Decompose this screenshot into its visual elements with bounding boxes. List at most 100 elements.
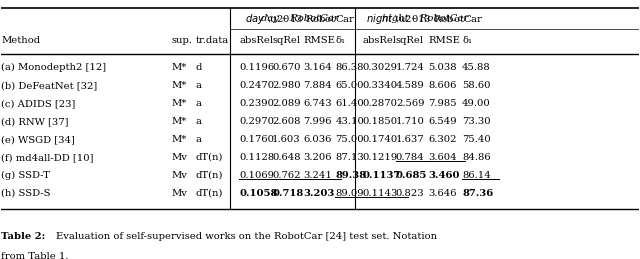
Text: d: d <box>196 63 202 72</box>
Text: 0.1058: 0.1058 <box>239 189 278 198</box>
Text: M*: M* <box>172 81 187 90</box>
Text: 0.670: 0.670 <box>272 63 301 72</box>
Text: 0.823: 0.823 <box>396 189 424 198</box>
Text: M*: M* <box>172 99 187 108</box>
Text: 0.1740: 0.1740 <box>363 135 398 144</box>
Text: Evaluation of self-supervised works on the RobotCar [24] test set. Notation: Evaluation of self-supervised works on t… <box>56 232 436 241</box>
Text: 0.3029: 0.3029 <box>363 63 397 72</box>
Text: 3.203: 3.203 <box>303 189 335 198</box>
Text: 3.164: 3.164 <box>303 63 332 72</box>
Text: 0.1069: 0.1069 <box>239 171 274 180</box>
Text: dT(n): dT(n) <box>196 153 223 162</box>
Text: 0.1137: 0.1137 <box>363 171 401 180</box>
Text: 1.603: 1.603 <box>272 135 301 144</box>
Text: Method: Method <box>1 37 40 46</box>
Text: a: a <box>196 99 202 108</box>
Text: 0.2870: 0.2870 <box>363 99 397 108</box>
Text: 2.980: 2.980 <box>272 81 301 90</box>
Text: RMSE: RMSE <box>428 37 460 46</box>
Text: 58.60: 58.60 <box>462 81 491 90</box>
Text: (b) DeFeatNet [32]: (b) DeFeatNet [32] <box>1 81 98 90</box>
Text: Mv: Mv <box>172 171 188 180</box>
Text: M*: M* <box>172 135 187 144</box>
Text: 0.2970: 0.2970 <box>239 117 274 126</box>
Text: tr.data: tr.data <box>196 37 229 46</box>
Text: absRel: absRel <box>239 37 273 46</box>
Text: a: a <box>196 135 202 144</box>
Text: δ₁: δ₁ <box>335 37 346 46</box>
Text: 0.3340: 0.3340 <box>363 81 398 90</box>
Text: M*: M* <box>172 63 187 72</box>
Text: 61.40: 61.40 <box>335 99 364 108</box>
Text: 8.606: 8.606 <box>428 81 457 90</box>
Text: dT(n): dT(n) <box>196 189 223 198</box>
Text: 87.13: 87.13 <box>335 153 364 162</box>
Text: 86.14: 86.14 <box>462 171 491 180</box>
Text: M*: M* <box>172 117 187 126</box>
Text: 0.648: 0.648 <box>272 153 301 162</box>
Text: 3.460: 3.460 <box>428 171 460 180</box>
Text: (d) RNW [37]: (d) RNW [37] <box>1 117 69 126</box>
Text: 2.569: 2.569 <box>396 99 424 108</box>
Text: 0.1143: 0.1143 <box>363 189 398 198</box>
Text: (f) md4all-DD [10]: (f) md4all-DD [10] <box>1 153 94 162</box>
Text: 0.762: 0.762 <box>272 171 301 180</box>
Text: absRel: absRel <box>363 37 397 46</box>
Text: $\it{night}$ \u2013 RobotCar: $\it{night}$ \u2013 RobotCar <box>366 12 484 26</box>
Text: 86.38: 86.38 <box>335 63 364 72</box>
Text: 75.40: 75.40 <box>462 135 491 144</box>
Text: Mv: Mv <box>172 153 188 162</box>
Text: sqRel: sqRel <box>396 37 424 46</box>
Text: 45.88: 45.88 <box>462 63 491 72</box>
Text: 1.710: 1.710 <box>396 117 425 126</box>
Text: (h) SSD-S: (h) SSD-S <box>1 189 51 198</box>
Text: dT(n): dT(n) <box>196 171 223 180</box>
Text: a: a <box>196 117 202 126</box>
Text: 0.685: 0.685 <box>396 171 428 180</box>
Text: a: a <box>196 81 202 90</box>
Text: (g) SSD-T: (g) SSD-T <box>1 171 51 180</box>
Text: 6.549: 6.549 <box>428 117 457 126</box>
Text: 7.996: 7.996 <box>303 117 332 126</box>
Text: 87.36: 87.36 <box>462 189 493 198</box>
Text: 3.241: 3.241 <box>303 171 332 180</box>
Text: night – RobotCar: night – RobotCar <box>382 15 468 24</box>
Text: 1.637: 1.637 <box>396 135 424 144</box>
Text: 49.00: 49.00 <box>462 99 491 108</box>
Text: 75.00: 75.00 <box>335 135 364 144</box>
Text: 7.884: 7.884 <box>303 81 332 90</box>
Text: 89.38: 89.38 <box>335 171 367 180</box>
Text: 3.206: 3.206 <box>303 153 332 162</box>
Text: (e) WSGD [34]: (e) WSGD [34] <box>1 135 76 144</box>
Text: Table 2:: Table 2: <box>1 232 45 241</box>
Text: 0.2470: 0.2470 <box>239 81 274 90</box>
Text: 6.743: 6.743 <box>303 99 332 108</box>
Text: 3.646: 3.646 <box>428 189 457 198</box>
Text: 3.604: 3.604 <box>428 153 457 162</box>
Text: 6.036: 6.036 <box>303 135 332 144</box>
Text: (a) Monodepth2 [12]: (a) Monodepth2 [12] <box>1 63 106 72</box>
Text: $\it{day}$ \u2013 RobotCar: $\it{day}$ \u2013 RobotCar <box>244 12 355 26</box>
Text: 5.038: 5.038 <box>428 63 457 72</box>
Text: Mv: Mv <box>172 189 188 198</box>
Text: 4.589: 4.589 <box>396 81 424 90</box>
Text: day – RobotCar: day – RobotCar <box>261 15 339 24</box>
Text: 0.718: 0.718 <box>272 189 303 198</box>
Text: 43.10: 43.10 <box>335 117 364 126</box>
Text: 0.784: 0.784 <box>396 153 424 162</box>
Text: 2.608: 2.608 <box>272 117 301 126</box>
Text: 89.09: 89.09 <box>335 189 364 198</box>
Text: 0.1196: 0.1196 <box>239 63 274 72</box>
Text: 0.1850: 0.1850 <box>363 117 398 126</box>
Text: 1.724: 1.724 <box>396 63 425 72</box>
Text: 7.985: 7.985 <box>428 99 457 108</box>
Text: 2.089: 2.089 <box>272 99 301 108</box>
Text: δ₁: δ₁ <box>462 37 472 46</box>
Text: 6.302: 6.302 <box>428 135 457 144</box>
Text: 0.1219: 0.1219 <box>363 153 398 162</box>
Text: (c) ADIDS [23]: (c) ADIDS [23] <box>1 99 76 108</box>
Text: 65.00: 65.00 <box>335 81 364 90</box>
Text: sqRel: sqRel <box>272 37 300 46</box>
Text: from Table 1.: from Table 1. <box>1 252 69 259</box>
Text: 73.30: 73.30 <box>462 117 491 126</box>
